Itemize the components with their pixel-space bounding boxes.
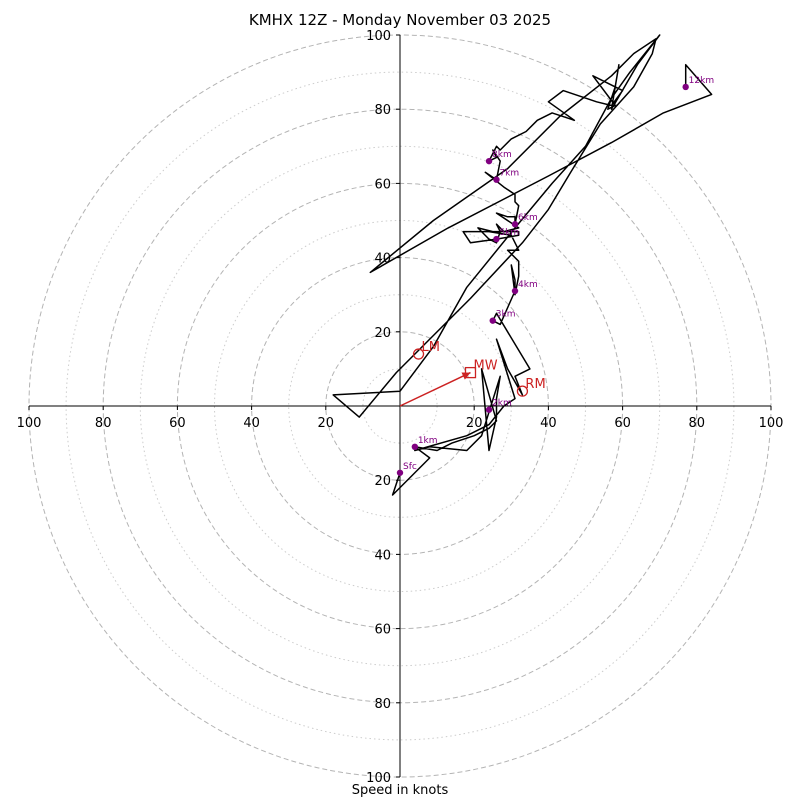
height-marker-label: 7km [499,169,519,179]
storm-motion-circle [412,348,425,360]
height-marker-label: 5km [499,228,519,238]
y-tick-label: 60 [374,177,391,192]
y-tick-label: 60 [374,623,391,638]
x-tick-label: 80 [95,416,112,431]
x-tick-label: 60 [614,416,631,431]
height-marker-dot [493,176,500,183]
height-marker-label: 4km [518,280,538,290]
y-tick-label: 20 [374,326,391,341]
storm-motion-label: LM [422,340,440,355]
y-tick-label: 80 [374,697,391,712]
storm-motion-label: MW [473,359,497,374]
height-marker-dot [396,469,404,476]
x-tick-label: 20 [318,416,335,431]
x-axis-label: Speed in knots [351,783,449,798]
hodograph-line [332,34,713,496]
height-marker-dot [485,157,493,165]
x-tick-label: 40 [540,416,557,431]
storm-motion-label: RM [525,377,545,392]
height-marker-label: Sfc [403,462,417,472]
height-marker-label: 2km [492,399,512,409]
x-tick-label: 100 [759,416,784,431]
x-tick-label: 80 [689,416,706,431]
chart-title: KMHX 12Z - Monday November 03 2025 [248,11,552,29]
y-tick-label: 100 [366,29,391,44]
x-tick-label: 100 [17,416,42,431]
y-tick-label: 20 [374,474,391,489]
height-marker-label: 8km [492,150,512,160]
height-marker-dot [511,287,519,295]
y-tick-label: 40 [374,252,391,267]
height-marker-dot [489,317,496,324]
height-marker-dot [411,443,419,451]
mean-wind-shaft [399,371,471,407]
height-marker-label: 6km [518,213,538,223]
x-tick-label: 40 [243,416,260,431]
height-marker-label: 3km [496,310,516,320]
tick-labels: 100 80 60 40 20 20 40 60 80 100 100 80 60 40 20 20 40 60 8… [17,29,784,786]
height-marker-label: 12km [689,76,714,86]
y-tick-label: 80 [374,103,391,118]
y-tick-label: 100 [366,771,391,786]
x-tick-label: 60 [169,416,186,431]
storm-motion-markers: LM RM MW [412,340,546,397]
height-marker-dot [511,221,519,228]
storm-motion-square [464,366,477,379]
hodograph-trace [332,34,713,496]
height-marker-dot [485,406,493,413]
y-tick-label: 40 [374,548,391,563]
height-marker-label: 1km [418,436,438,446]
height-markers: Sfc 1km 2km 3km 4km 5km 6km 7km 8km 12km [396,76,714,476]
height-marker-dot [682,83,689,91]
x-tick-label: 20 [466,416,483,431]
height-marker-dot [493,235,500,243]
storm-motion-circle [516,385,529,397]
